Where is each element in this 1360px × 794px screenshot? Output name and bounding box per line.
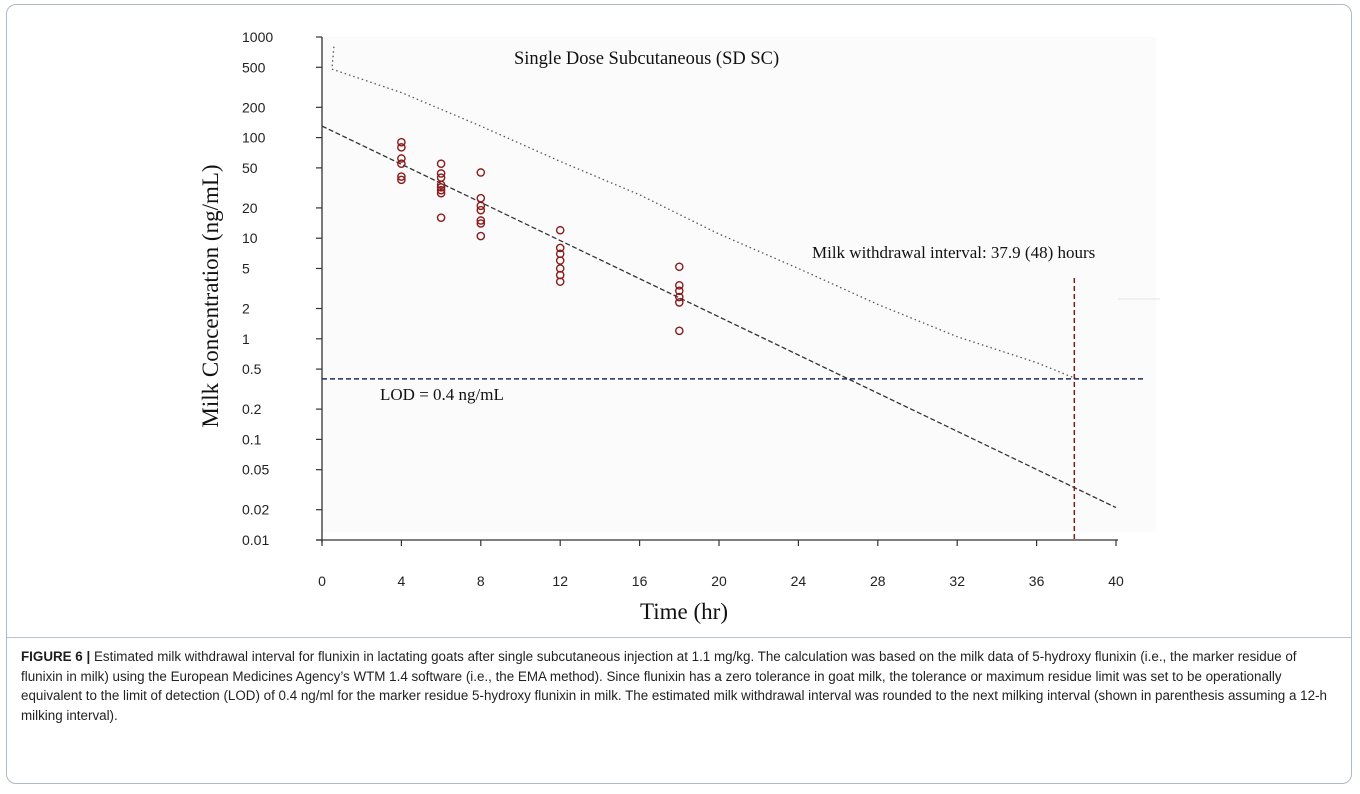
data-point — [555, 256, 565, 265]
x-axis-label: Time (hr) — [640, 599, 728, 624]
x-tick-label: 12 — [552, 573, 568, 589]
x-tick-label: 36 — [1029, 573, 1045, 589]
figure-caption: FIGURE 6 | Estimated milk withdrawal int… — [21, 647, 1339, 725]
data-point — [675, 326, 684, 336]
data-point — [555, 225, 565, 235]
data-point — [675, 292, 684, 302]
y-tick-label: 0.05 — [242, 462, 269, 478]
tolerance-limit-line — [331, 46, 1077, 380]
annotation-lod: LOD = 0.4 ng/mL — [380, 385, 504, 404]
x-tick-label: 0 — [318, 573, 326, 589]
data-point — [675, 298, 684, 307]
x-tick-label: 32 — [949, 573, 965, 589]
data-point — [476, 219, 486, 228]
y-tick-label: 200 — [242, 99, 266, 115]
y-tick-label: 50 — [242, 160, 258, 176]
data-point — [436, 180, 446, 190]
data-point — [397, 159, 406, 169]
data-point — [675, 281, 684, 290]
data-point — [476, 231, 486, 241]
x-axis: 0 4 8 12 16 20 24 28 32 36 40 — [316, 539, 1124, 589]
data-point — [436, 188, 446, 198]
caption-divider — [7, 637, 1351, 638]
chart: 10005002001005020105210.50.20.10.050.020… — [198, 29, 1160, 624]
series-layer — [321, 46, 1146, 540]
x-tick-label: 16 — [632, 573, 648, 589]
data-point — [476, 168, 486, 177]
y-tick-label: 10 — [242, 230, 258, 246]
y-tick-label: 1 — [242, 331, 250, 347]
x-tick-label: 8 — [477, 573, 485, 589]
data-point — [476, 205, 486, 215]
y-tick-label: 5 — [242, 260, 250, 276]
annotation-withdrawal: Milk withdrawal interval: 37.9 (48) hour… — [812, 243, 1095, 262]
data-point — [436, 213, 446, 222]
plot-area — [322, 37, 1160, 532]
x-tick-label: 20 — [711, 573, 727, 589]
figure-label: FIGURE 6 | — [21, 649, 91, 664]
data-point — [436, 159, 446, 169]
data-point — [436, 185, 446, 195]
y-tick-label: 20 — [242, 200, 258, 216]
data-point — [476, 216, 486, 225]
y-tick-label: 500 — [242, 59, 266, 75]
y-tick-label: 2 — [242, 301, 250, 317]
points-layer — [397, 137, 684, 336]
y-axis: 1000 500 200 100 50 20 10 5 2 1 0.5 0.2 0.1 0.05 0.02 0… — [242, 29, 323, 548]
data-point — [675, 286, 684, 296]
plot-background — [322, 37, 1156, 532]
x-tick-label: 28 — [870, 573, 886, 589]
data-point — [436, 183, 446, 192]
data-point — [397, 175, 406, 185]
y-tick-label: 100 — [242, 130, 266, 146]
data-point — [397, 137, 406, 147]
y-tick-label: 0.2 — [242, 401, 262, 417]
chart-title: Single Dose Subcutaneous (SD SC) — [514, 49, 779, 69]
figure-caption-text: Estimated milk withdrawal interval for f… — [21, 649, 1327, 723]
y-tick-label: 1000 — [242, 29, 273, 45]
x-tick-label: 4 — [398, 573, 406, 589]
regression-line — [321, 125, 1117, 509]
data-point — [397, 172, 406, 181]
data-point — [397, 143, 406, 152]
y-axis-label: Milk Concentration (ng/mL) — [198, 164, 223, 427]
x-tick-label: 24 — [791, 573, 807, 589]
data-point — [476, 201, 486, 211]
data-point — [436, 169, 446, 178]
data-point — [555, 277, 565, 286]
data-point — [555, 243, 565, 253]
y-tick-label: 0.1 — [242, 431, 262, 447]
y-tick-label: 0.5 — [242, 361, 262, 377]
data-point — [675, 262, 684, 272]
x-tick-label: 40 — [1108, 573, 1124, 589]
y-tick-label: 0.02 — [242, 502, 269, 518]
data-point — [397, 154, 406, 163]
y-tick-label: 0.01 — [242, 532, 269, 548]
